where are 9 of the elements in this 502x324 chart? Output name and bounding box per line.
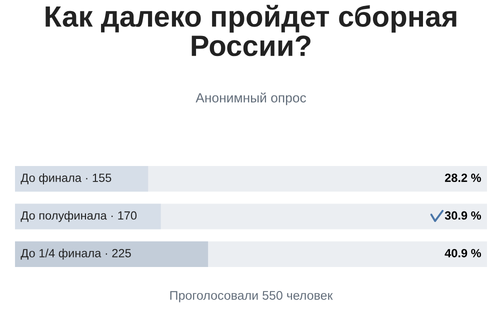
y-tick-label: До 1/4 финала · 225 — [20, 248, 131, 260]
data-label: 40.9 % — [444, 248, 482, 258]
y-tick-label: До финала · 155 — [20, 173, 112, 184]
data-label: 28.2 % — [444, 174, 482, 182]
data-label: 30.9 % — [444, 211, 482, 220]
text: Проголосовали 550 человек — [170, 290, 333, 302]
chart-title: Как далеко пройдет сборная России? — [46, 4, 456, 56]
chart-subtitle: Анонимный опрос — [196, 92, 306, 106]
y-tick-label: До полуфинала · 170 — [20, 210, 137, 222]
